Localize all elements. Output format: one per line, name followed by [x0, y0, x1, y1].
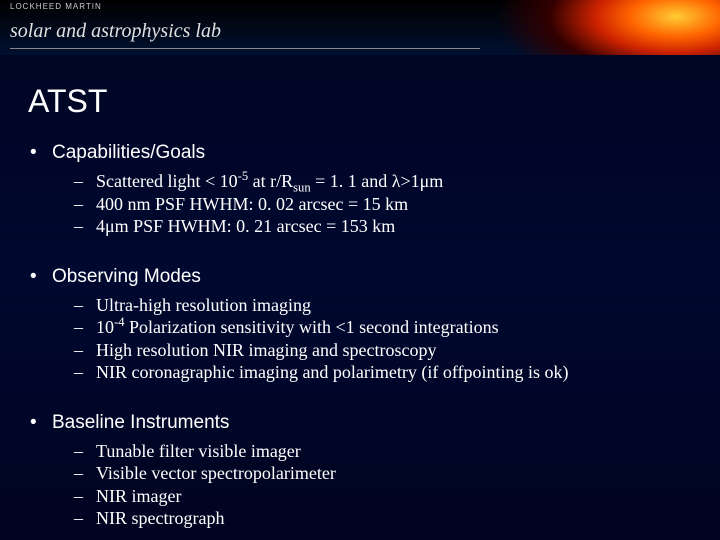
slide-title: ATST: [28, 83, 700, 120]
section-observing: Observing Modes Ultra-high resolution im…: [30, 266, 700, 384]
section-instruments: Baseline Instruments Tunable filter visi…: [30, 412, 700, 530]
list-item: High resolution NIR imaging and spectros…: [74, 339, 700, 362]
list-item: Scattered light < 10-5 at r/Rsun = 1. 1 …: [74, 170, 700, 193]
list-item: 400 nm PSF HWHM: 0. 02 arcsec = 15 km: [74, 193, 700, 216]
section-items: Tunable filter visible imager Visible ve…: [30, 440, 700, 530]
lab-title: solar and astrophysics lab: [10, 20, 221, 43]
list-item: NIR spectrograph: [74, 507, 700, 530]
list-item: 4μm PSF HWHM: 0. 21 arcsec = 153 km: [74, 215, 700, 238]
list-item: Tunable filter visible imager: [74, 440, 700, 463]
section-items: Ultra-high resolution imaging 10-4 Polar…: [30, 294, 700, 384]
list-item: NIR coronagraphic imaging and polarimetr…: [74, 361, 700, 384]
logo-text: LOCKHEED MARTIN: [10, 2, 102, 11]
section-items: Scattered light < 10-5 at r/Rsun = 1. 1 …: [30, 170, 700, 238]
header-bar: LOCKHEED MARTIN solar and astrophysics l…: [0, 0, 720, 55]
section-heading: Capabilities/Goals: [30, 142, 700, 164]
list-item: NIR imager: [74, 485, 700, 508]
list-item: Ultra-high resolution imaging: [74, 294, 700, 317]
list-item: 10-4 Polarization sensitivity with <1 se…: [74, 316, 700, 339]
header-underline: [10, 48, 480, 49]
section-heading: Observing Modes: [30, 266, 700, 288]
list-item: Visible vector spectropolarimeter: [74, 462, 700, 485]
section-capabilities: Capabilities/Goals Scattered light < 10-…: [30, 142, 700, 238]
slide-content: ATST Capabilities/Goals Scattered light …: [0, 55, 720, 530]
section-heading: Baseline Instruments: [30, 412, 700, 434]
sun-graphic: [500, 0, 720, 55]
